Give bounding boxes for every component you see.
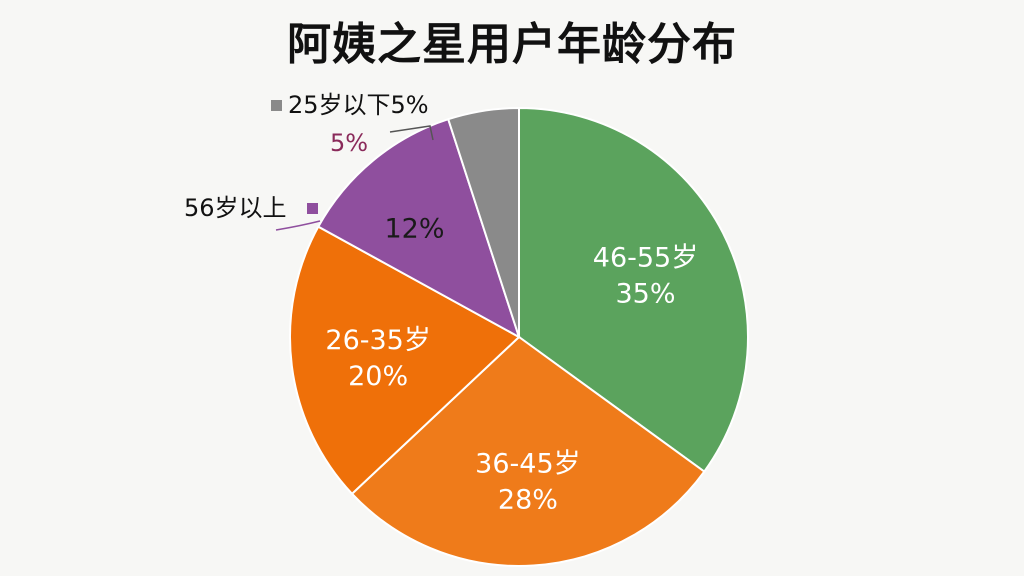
callout-over56-text: 56岁以上 <box>184 194 287 222</box>
pie-labels: 46-55岁 35% 36-45岁 28% 26-35岁 20% 12% <box>325 214 698 516</box>
pie-slice-1 <box>350 335 706 567</box>
slice-value-label: 28% <box>498 485 558 516</box>
pie-slice-4 <box>446 106 520 338</box>
callout-under25-text: 25岁以下5% <box>288 91 429 119</box>
callout-under25-pct: 5% <box>330 129 368 157</box>
slice-category-label: 36-45岁 <box>475 449 580 480</box>
slice-value-label: 20% <box>348 361 408 392</box>
slice-category-label: 46-55岁 <box>593 243 698 274</box>
callout-under25-leader <box>389 125 434 141</box>
callout-over56: 56岁以上 <box>184 194 321 231</box>
slice-category-label: 26-35岁 <box>325 325 430 356</box>
callout-under25: 25岁以下5% 5% <box>271 91 434 157</box>
pie-slice-3 <box>316 117 521 340</box>
pie-slice-0 <box>518 106 749 474</box>
legend-swatch-gray <box>271 100 282 111</box>
slice-value-label: 35% <box>615 279 675 310</box>
chart-title: 阿姨之星用户年龄分布 <box>287 19 737 70</box>
legend-swatch-purple <box>307 203 318 214</box>
slice-value-label: 12% <box>384 214 444 245</box>
pie-slices <box>289 106 749 567</box>
callout-over56-leader <box>275 220 321 231</box>
pie-slice-2 <box>289 225 521 496</box>
